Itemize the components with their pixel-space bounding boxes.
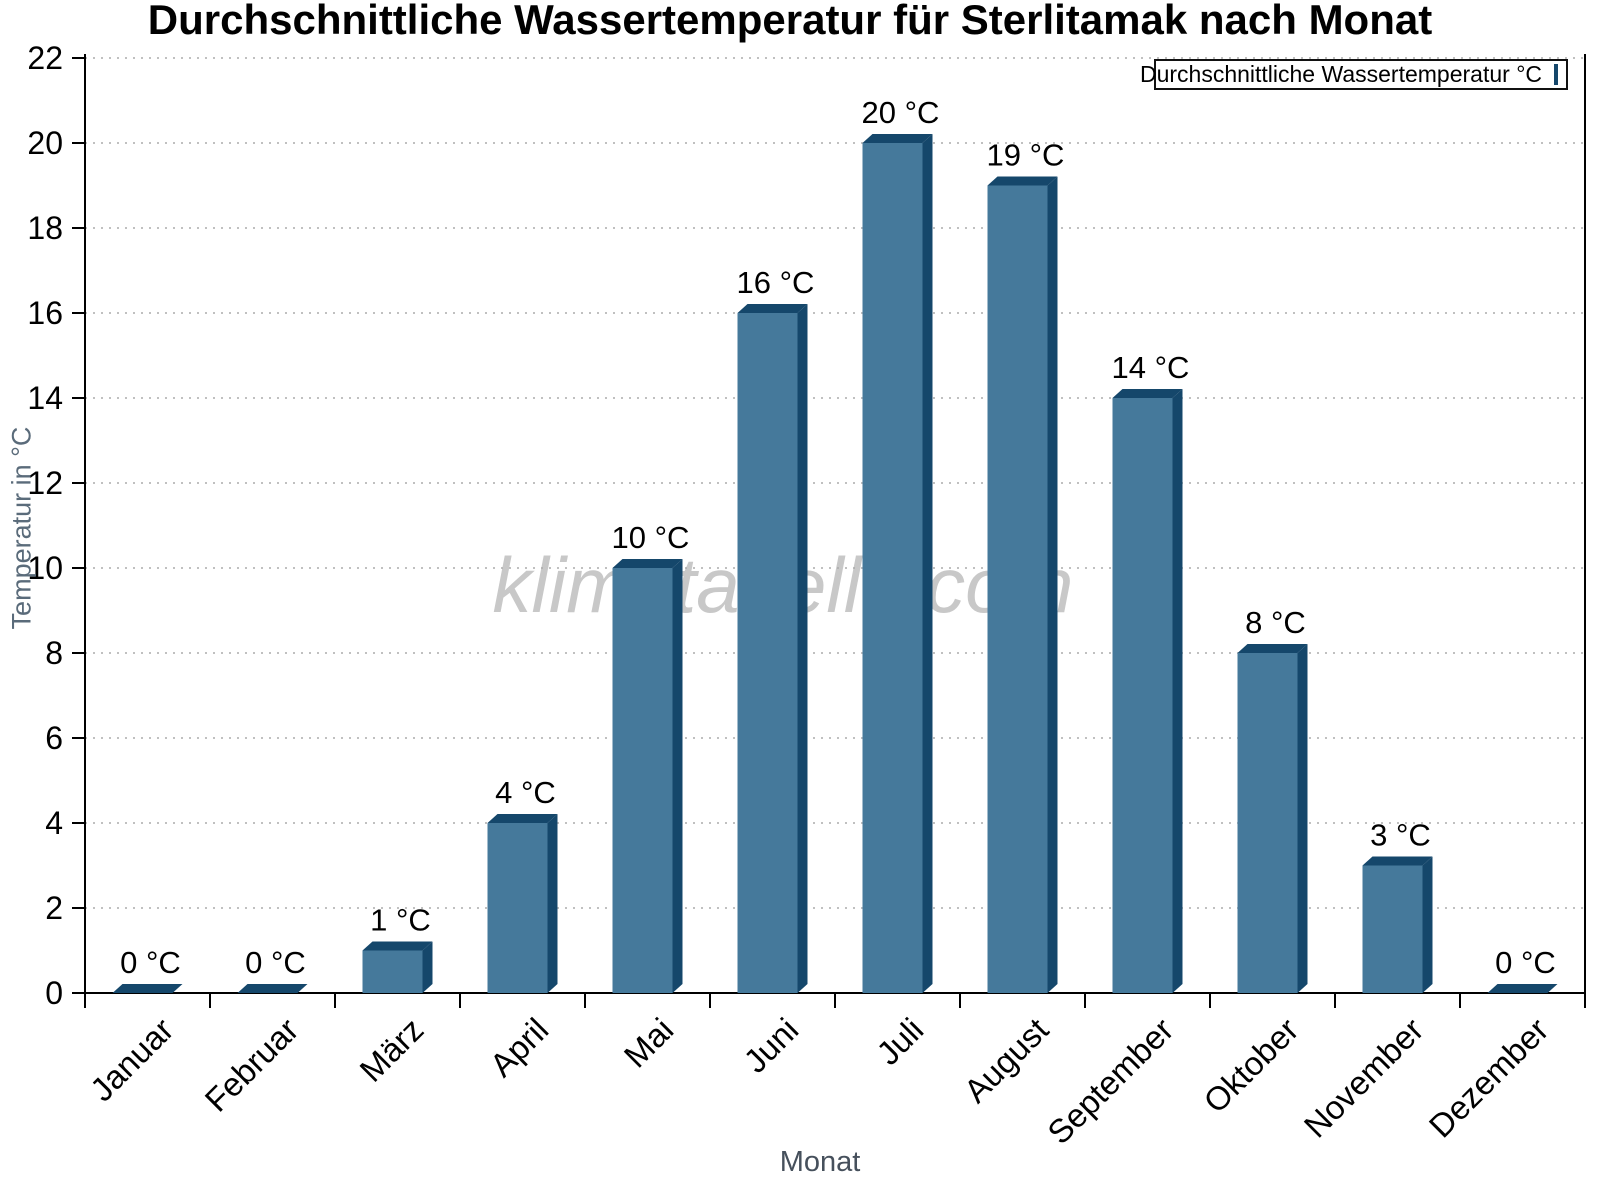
y-tick-label: 22 [27, 40, 63, 76]
legend: Durchschnittliche Wassertemperatur °C [1140, 59, 1568, 90]
bar-value-label: 0 °C [1495, 945, 1556, 980]
bar-value-label: 1 °C [370, 903, 431, 938]
bar-top-face [987, 176, 1058, 186]
y-tick-label: 10 [27, 550, 63, 586]
bar-side-face [422, 941, 433, 993]
y-tick-label: 2 [45, 890, 63, 926]
bar-zero-slab [112, 984, 183, 993]
legend-swatch-icon [1554, 64, 1558, 85]
bar-November [1362, 856, 1433, 993]
y-axis-title: Temperatur in °C [6, 426, 37, 630]
bar-value-label: 20 °C [862, 95, 940, 130]
x-category-label: April [483, 1011, 556, 1084]
y-tick-label: 20 [27, 125, 63, 161]
bar-Juli [862, 134, 933, 993]
bar-side-face [797, 304, 808, 993]
y-tick-label: 18 [27, 210, 63, 246]
bar-value-label: 16 °C [737, 265, 815, 300]
bar-value-label: 8 °C [1245, 605, 1306, 640]
bar-value-label: 19 °C [987, 138, 1065, 173]
bar-zero-slab [237, 984, 308, 993]
bar-side-face [1297, 644, 1308, 993]
y-tick-label: 8 [45, 635, 63, 671]
x-category-label: Juni [736, 1011, 805, 1080]
bar-side-face [1047, 176, 1058, 993]
y-tick-label: 12 [27, 465, 63, 501]
bar-top-face [1362, 856, 1433, 866]
bar-value-label: 0 °C [120, 945, 181, 980]
x-axis-title: Monat [779, 1146, 861, 1178]
bar-top-face [1112, 389, 1183, 398]
bar-top-face [737, 304, 808, 313]
bar-Mai [612, 559, 683, 993]
x-category-label: September [1040, 1011, 1180, 1151]
bar-zero-slab [1487, 984, 1558, 993]
bar-side-face [922, 134, 933, 993]
x-category-label: Juli [869, 1011, 930, 1072]
bar-face [1237, 653, 1298, 993]
bar-August [987, 176, 1058, 993]
bar-face [862, 143, 923, 993]
chart-title: Durchschnittliche Wassertemperatur für S… [147, 0, 1433, 43]
bar-value-label: 3 °C [1370, 818, 1431, 853]
bar-face [362, 950, 423, 993]
bar-Oktober [1237, 644, 1308, 993]
bar-top-face [612, 559, 683, 568]
bar-September [1112, 389, 1183, 993]
bar-Februar [237, 984, 308, 993]
bar-März [362, 941, 433, 993]
x-category-label: März [352, 1011, 430, 1089]
y-tick-label: 14 [27, 380, 63, 416]
bar-side-face [1172, 389, 1183, 993]
bar-side-face [547, 814, 558, 993]
bar-top-face [1237, 644, 1308, 653]
bar-top-face [862, 134, 933, 143]
bar-face [1112, 398, 1173, 993]
bar-face [737, 313, 798, 993]
bar-face [612, 568, 673, 993]
y-tick-label: 6 [45, 720, 63, 756]
legend-label: Durchschnittliche Wassertemperatur °C [1139, 61, 1542, 87]
bar-side-face [1422, 856, 1433, 993]
y-tick-label: 0 [45, 975, 63, 1011]
bar-face [1362, 865, 1423, 993]
bar-value-label: 14 °C [1112, 350, 1190, 385]
bar-value-label: 4 °C [495, 775, 556, 810]
x-category-label: August [957, 1011, 1056, 1110]
x-category-label: Oktober [1196, 1011, 1305, 1120]
y-tick-label: 16 [27, 295, 63, 331]
bar-Januar [112, 984, 183, 993]
bar-face [987, 185, 1048, 993]
x-category-label: Januar [83, 1011, 181, 1109]
bar-face [487, 823, 548, 993]
y-tick-label: 4 [45, 805, 63, 841]
x-category-label: Mai [617, 1011, 681, 1075]
bar-value-label: 10 °C [612, 520, 690, 555]
bar-top-face [487, 814, 558, 823]
x-category-label: Februar [198, 1011, 306, 1119]
bar-top-face [362, 941, 433, 951]
bar-April [487, 814, 558, 993]
bar-value-label: 0 °C [245, 945, 306, 980]
x-category-label: November [1297, 1011, 1431, 1145]
x-category-label: Dezember [1422, 1011, 1556, 1145]
bar-side-face [672, 559, 683, 993]
bar-Dezember [1487, 984, 1558, 993]
bar-Juni [737, 304, 808, 993]
